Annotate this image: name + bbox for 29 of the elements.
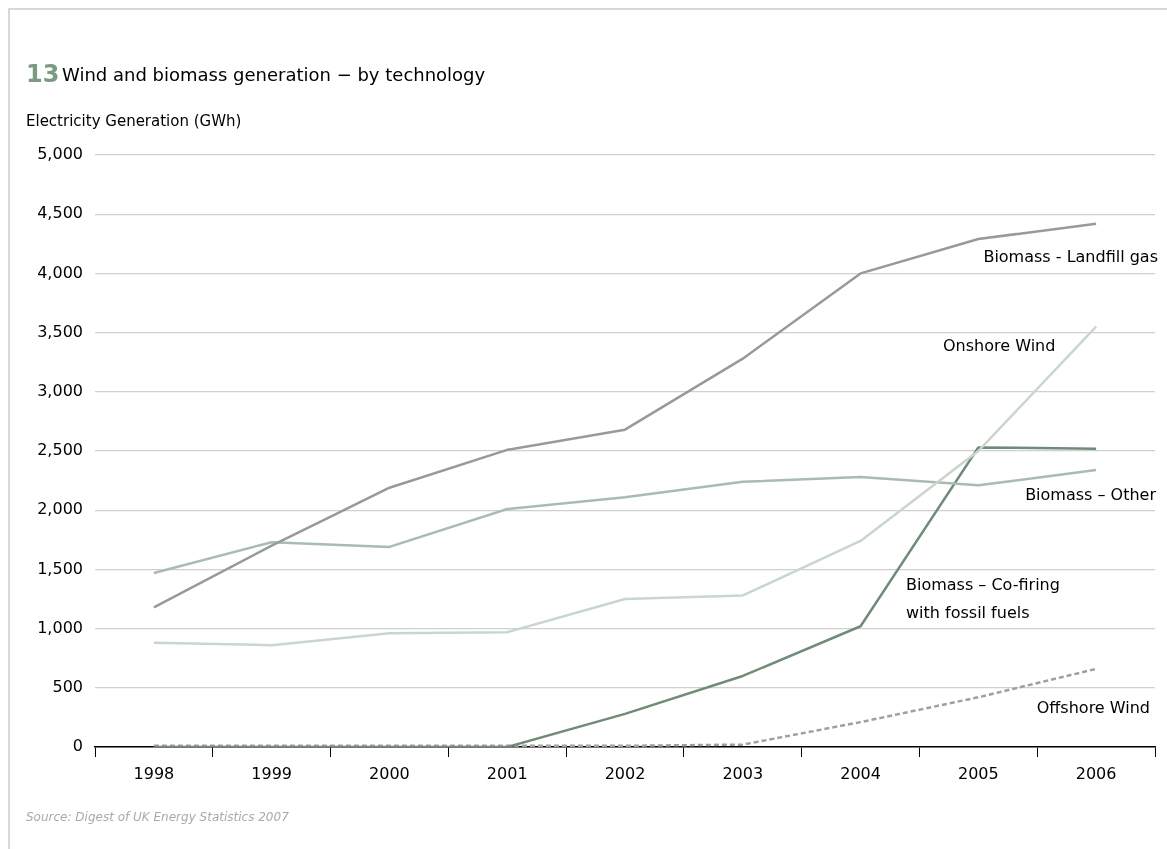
x-tick-label: 2005	[957, 763, 999, 783]
x-tick-label: 1998	[133, 763, 175, 783]
y-tick-label: 4,000	[37, 262, 83, 282]
y-tick-label: 3,500	[37, 321, 83, 341]
y-tick-label: 500	[52, 676, 83, 696]
y-tick-label: 0	[72, 736, 83, 756]
series-label: Offshore Wind	[1036, 698, 1150, 718]
y-tick-label: 3,000	[37, 380, 83, 400]
x-tick-label: 2002	[604, 763, 646, 783]
x-tick-label: 2000	[369, 763, 410, 783]
x-tick-label: 2001	[486, 763, 528, 783]
series-label: Biomass – Co-firing with fossil fuels	[906, 575, 1060, 623]
y-tick-label: 5,000	[37, 144, 83, 164]
y-axis-title: Electricity Generation (GWh)	[26, 112, 242, 130]
x-tick-label: 1999	[251, 763, 293, 783]
series-label: Onshore Wind	[943, 336, 1056, 356]
text: 13	[26, 60, 60, 88]
series-label: Biomass – Other	[1025, 485, 1157, 505]
series-label: Biomass - Landfill gas	[983, 247, 1158, 267]
x-tick-label: 2004	[840, 763, 881, 783]
y-tick-label: 4,500	[37, 203, 83, 223]
x-tick-label: 2006	[1075, 763, 1117, 783]
y-tick-label: 2,500	[37, 440, 83, 460]
y-tick-label: 2,000	[37, 499, 83, 519]
y-tick-label: 1,000	[37, 617, 83, 637]
x-tick-label: 2003	[722, 763, 764, 783]
chart-title: Wind and biomass generation − by technology	[62, 64, 486, 85]
y-tick-label: 1,500	[37, 558, 83, 578]
source-note: Source: Digest of UK Energy Statistics 2007	[26, 810, 289, 824]
